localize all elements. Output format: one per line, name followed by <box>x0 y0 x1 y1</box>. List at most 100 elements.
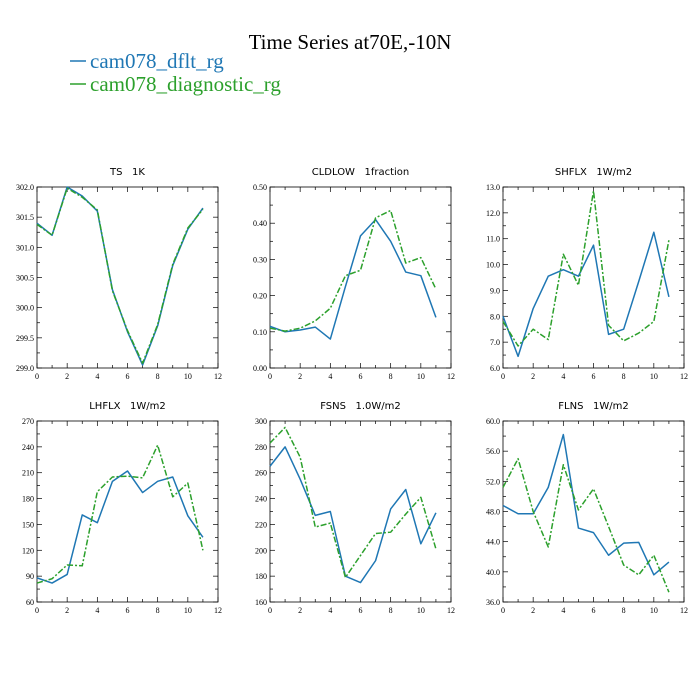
x-tick-label: 6 <box>126 606 130 615</box>
series-line-dflt <box>36 470 204 584</box>
y-tick-label: 300.0 <box>16 304 34 313</box>
x-tick-label: 8 <box>156 372 160 381</box>
x-tick-label: 2 <box>65 606 69 615</box>
x-tick-label: 0 <box>35 372 39 381</box>
x-tick-label: 0 <box>501 372 505 381</box>
x-tick-label: 10 <box>184 372 192 381</box>
y-tick-label: 7.0 <box>490 338 500 347</box>
x-tick-label: 6 <box>592 372 596 381</box>
series-line-diagnostic <box>36 444 204 584</box>
panel-1: TS 1K 0 2 4 6 8 10 12 299.0 299.5 300.0 300.5 301.0 3… <box>16 167 222 381</box>
x-tick-label: 8 <box>622 606 626 615</box>
y-tick-label: 260 <box>255 469 267 478</box>
series-line-diagnostic <box>502 457 670 593</box>
x-tick-label: 8 <box>389 372 393 381</box>
panel-title: TS 1K <box>109 167 145 178</box>
y-tick-label: 210 <box>22 469 34 478</box>
x-tick-label: 12 <box>214 606 222 615</box>
y-tick-label: 90 <box>26 572 34 581</box>
y-tick-label: 0.10 <box>253 328 267 337</box>
x-tick-label: 6 <box>359 372 363 381</box>
panel-6: FLNS 1W/m2 0 2 4 6 8 10 12 36.0 40.0 44.0 48.0 52.0 5… <box>486 401 688 615</box>
x-tick-label: 2 <box>531 372 535 381</box>
panel-title: FSNS 1.0W/m2 <box>320 401 401 412</box>
y-tick-label: 0.20 <box>253 292 267 301</box>
x-tick-label: 2 <box>65 372 69 381</box>
panel-5: FSNS 1.0W/m2 0 2 4 6 8 10 12 160 180 200 220 240 260 2… <box>255 401 455 615</box>
y-tick-label: 240 <box>22 443 34 452</box>
y-tick-label: 6.0 <box>490 364 500 373</box>
y-tick-label: 56.0 <box>486 447 500 456</box>
series-line-dflt <box>502 231 670 358</box>
x-tick-label: 0 <box>35 606 39 615</box>
x-tick-label: 0 <box>501 606 505 615</box>
y-tick-label: 0.00 <box>253 364 267 373</box>
x-tick-label: 8 <box>622 372 626 381</box>
x-tick-label: 10 <box>184 606 192 615</box>
y-tick-label: 60 <box>26 598 34 607</box>
series-line-dflt <box>269 446 437 584</box>
y-tick-label: 0.40 <box>253 219 267 228</box>
figure-title: Time Series at70E,-10N <box>249 30 452 54</box>
y-tick-label: 52.0 <box>486 477 500 486</box>
x-tick-label: 10 <box>650 606 658 615</box>
y-tick-label: 12.0 <box>486 209 500 218</box>
panel-2: CLDLOW 1fraction 0 2 4 6 8 10 12 0.00 0.10 0.20 0.3… <box>253 167 455 381</box>
y-tick-label: 120 <box>22 546 34 555</box>
y-tick-label: 299.5 <box>16 334 34 343</box>
x-tick-label: 12 <box>680 606 688 615</box>
y-tick-label: 0.30 <box>253 255 267 264</box>
legend-label-dflt: cam078_dflt_rg <box>90 49 224 73</box>
y-tick-label: 13.0 <box>486 183 500 192</box>
x-tick-label: 12 <box>447 372 455 381</box>
y-tick-label: 300 <box>255 417 267 426</box>
x-tick-label: 4 <box>95 372 99 381</box>
x-tick-label: 10 <box>417 372 425 381</box>
x-tick-label: 4 <box>328 606 332 615</box>
x-tick-label: 0 <box>268 606 272 615</box>
y-tick-label: 180 <box>255 572 267 581</box>
panel-title: SHFLX 1W/m2 <box>555 167 632 178</box>
y-tick-label: 302.0 <box>16 183 34 192</box>
x-tick-label: 4 <box>328 372 332 381</box>
panel-title: CLDLOW 1fraction <box>312 167 410 178</box>
y-tick-label: 280 <box>255 443 267 452</box>
panel-title: LHFLX 1W/m2 <box>89 401 166 412</box>
x-tick-label: 12 <box>447 606 455 615</box>
y-tick-label: 0.50 <box>253 183 267 192</box>
y-tick-label: 299.0 <box>16 364 34 373</box>
y-tick-label: 48.0 <box>486 508 500 517</box>
x-tick-label: 12 <box>680 372 688 381</box>
panel-title: FLNS 1W/m2 <box>558 401 628 412</box>
x-tick-label: 10 <box>417 606 425 615</box>
series-line-diagnostic <box>269 209 437 332</box>
x-tick-label: 6 <box>359 606 363 615</box>
y-tick-label: 36.0 <box>486 598 500 607</box>
y-tick-label: 301.0 <box>16 243 34 252</box>
y-tick-label: 60.0 <box>486 417 500 426</box>
series-line-dflt <box>269 218 437 340</box>
y-tick-label: 160 <box>255 598 267 607</box>
y-tick-label: 301.5 <box>16 213 34 222</box>
y-tick-label: 220 <box>255 520 267 529</box>
panel-4: LHFLX 1W/m2 0 2 4 6 8 10 12 60 90 120 150 180 210 240 2… <box>22 401 222 615</box>
y-tick-label: 11.0 <box>486 235 500 244</box>
x-tick-label: 2 <box>298 606 302 615</box>
x-tick-label: 10 <box>650 372 658 381</box>
panels: TS 1K 0 2 4 6 8 10 12 299.0 299.5 300.0 300.5 301.0 3… <box>16 167 688 615</box>
x-tick-label: 4 <box>95 606 99 615</box>
x-tick-label: 8 <box>389 606 393 615</box>
y-tick-label: 150 <box>22 520 34 529</box>
x-tick-label: 4 <box>561 372 565 381</box>
x-tick-label: 6 <box>592 606 596 615</box>
x-tick-label: 6 <box>126 372 130 381</box>
y-tick-label: 200 <box>255 546 267 555</box>
x-tick-label: 12 <box>214 372 222 381</box>
series-line-diagnostic <box>36 187 204 364</box>
y-tick-label: 8.0 <box>490 312 500 321</box>
y-tick-label: 40.0 <box>486 568 500 577</box>
legend-label-diagnostic: cam078_diagnostic_rg <box>90 72 281 96</box>
x-tick-label: 2 <box>298 372 302 381</box>
